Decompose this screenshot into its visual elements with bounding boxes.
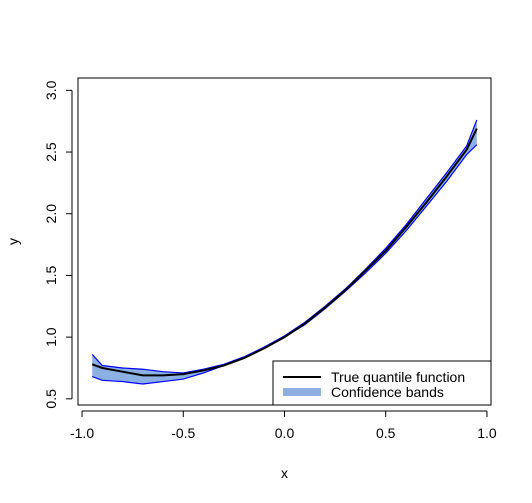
series-layer	[91, 128, 478, 377]
legend-label-true-quantile: True quantile function	[331, 369, 465, 385]
y-tick-label: 0.5	[43, 389, 59, 409]
y-tick-label: 1.0	[43, 327, 59, 347]
confidence-band-upper	[91, 119, 478, 374]
x-tick-label: 0.5	[376, 425, 396, 441]
confidence-band-lower	[91, 144, 478, 385]
confidence-band-layer	[91, 119, 478, 385]
legend-box	[272, 360, 492, 406]
x-tick-label: 0.0	[275, 425, 295, 441]
plot-frame	[77, 77, 492, 406]
series-line-true-quantile	[91, 128, 478, 377]
x-axis-label: x	[281, 465, 288, 481]
y-axis: 0.5 1.0 1.5 2.0 2.5 3.0	[43, 80, 73, 409]
y-axis-label: y	[5, 238, 21, 245]
legend: True quantile function Confidence bands	[272, 360, 492, 406]
x-axis: -1.0 -0.5 0.0 0.5 1.0	[70, 410, 497, 441]
legend-label-confidence-bands: Confidence bands	[331, 384, 444, 400]
y-tick-label: 3.0	[43, 80, 59, 100]
y-tick-label: 2.0	[43, 204, 59, 224]
x-tick-label: -1.0	[70, 425, 94, 441]
x-tick-label: 1.0	[477, 425, 497, 441]
confidence-band-area	[92, 119, 477, 385]
y-tick-label: 1.5	[43, 265, 59, 285]
y-tick-label: 2.5	[43, 142, 59, 162]
x-tick-label: -0.5	[171, 425, 195, 441]
